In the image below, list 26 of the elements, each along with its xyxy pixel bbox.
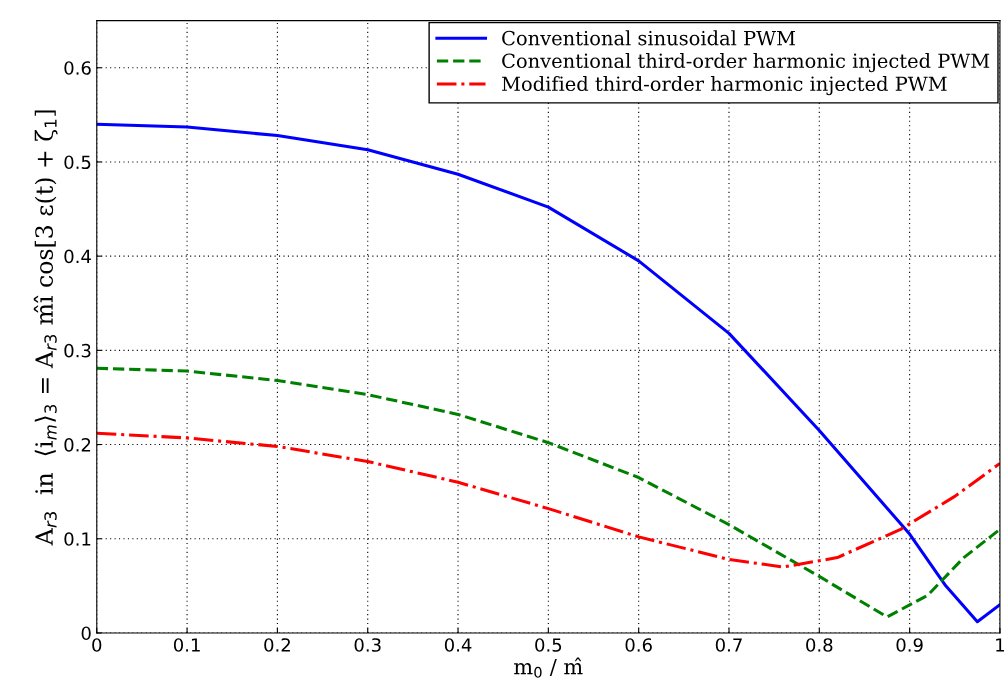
legend-label: Conventional sinusoidal PWM — [502, 30, 796, 46]
x-axis-title: m$_{0}$ / m̂ — [514, 657, 583, 678]
x-tick-label: 0.5 — [535, 638, 562, 652]
text: A$_{r3}$ in ⟨i$_{m}$⟩$_{3}$ = A$_{r3}$ m̂î cos[3 ε(t) + ζ$_{1}$] — [33, 110, 58, 546]
x-tick-label: 0.7 — [715, 638, 742, 652]
legend-label: Modified third-order harmonic injected PWM — [502, 76, 947, 96]
x-tick-label: 0.9 — [896, 638, 923, 652]
y-tick-label: 0.5 — [64, 155, 91, 170]
y-tick-label: 0.3 — [64, 343, 91, 358]
x-tick-label: 0 — [92, 638, 102, 652]
y-tick-label: 0.1 — [64, 532, 91, 546]
y-tick-label: 0.2 — [64, 438, 91, 452]
x-tick-label: 1 — [996, 638, 1005, 652]
x-tick-label: 0.4 — [444, 638, 472, 652]
x-tick-label: 0.1 — [173, 638, 200, 652]
x-tick-label: 0.6 — [625, 638, 652, 652]
line-series — [96, 366, 1000, 619]
x-tick-label: 0.8 — [806, 638, 833, 652]
line-series — [96, 122, 1000, 624]
y-tick-label: 0 — [81, 626, 91, 641]
legend-label: Conventional third-order harmonic injected PWM — [502, 53, 990, 73]
y-tick-label: 0.6 — [64, 61, 91, 75]
line-series — [96, 431, 1000, 569]
x-tick-label: 0.2 — [264, 638, 290, 652]
y-tick-label: 0.4 — [64, 249, 91, 264]
x-tick-label: 0.3 — [354, 638, 381, 652]
